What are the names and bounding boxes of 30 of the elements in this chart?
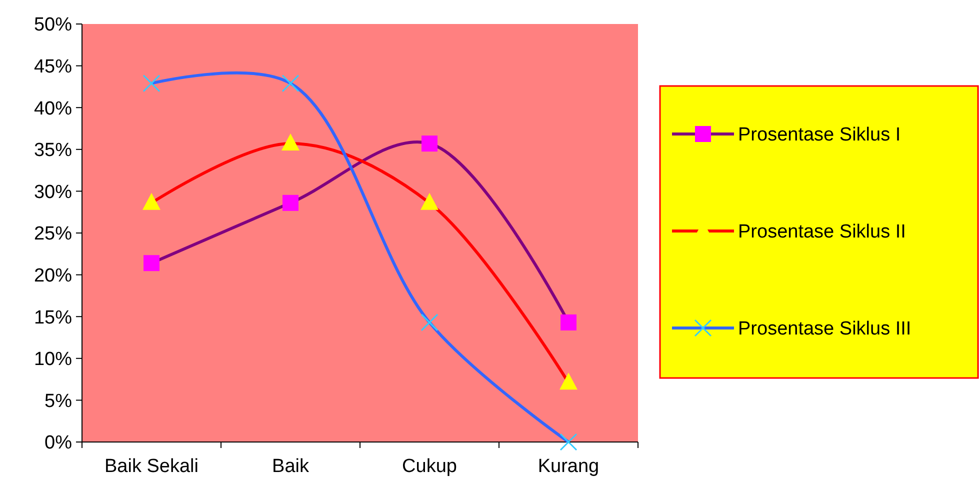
point: [560, 433, 578, 451]
point: [142, 74, 160, 92]
x-tick-label: Cukup: [402, 456, 457, 477]
legend-label: Prosentase Siklus III: [738, 318, 912, 340]
y-tick-label: 5%: [44, 390, 72, 412]
x-tick-label: Baik: [272, 456, 310, 477]
point: [560, 314, 576, 330]
point: [142, 192, 160, 210]
y-tick-label: 20%: [34, 265, 72, 286]
y-tick-label: 15%: [34, 307, 72, 328]
legend-label: Prosentase Siklus II: [738, 222, 906, 243]
y-tick-label: 10%: [34, 349, 72, 370]
point: [420, 192, 438, 210]
point: [144, 255, 160, 272]
y-tick-label: 45%: [34, 56, 72, 78]
y-tick-label: 35%: [34, 140, 72, 162]
y-tick-label: 40%: [34, 98, 72, 120]
point: [282, 194, 298, 211]
x-tick-label: Kurang: [538, 456, 600, 477]
point: [420, 314, 438, 332]
point: [282, 74, 300, 92]
x-tick-label: Baik Sekali: [104, 456, 198, 477]
y-tick-label: 25%: [34, 224, 72, 245]
legend-label: Prosentase Siklus I: [738, 124, 901, 146]
point: [422, 136, 438, 152]
y-tick-label: 0%: [44, 432, 72, 454]
point: [282, 134, 300, 151]
y-tick-label: 50%: [34, 14, 72, 36]
y-tick-label: 30%: [34, 182, 72, 203]
point: [560, 372, 578, 390]
